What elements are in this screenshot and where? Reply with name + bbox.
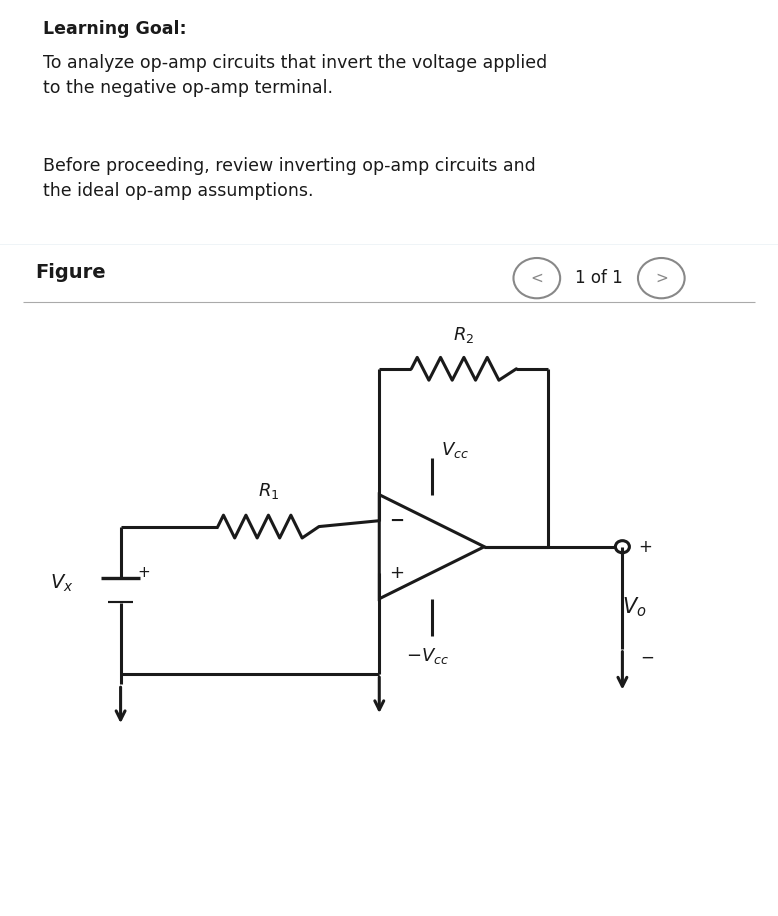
Text: To analyze op-amp circuits that invert the voltage applied
to the negative op-am: To analyze op-amp circuits that invert t… <box>43 54 547 97</box>
Text: >: > <box>655 270 668 286</box>
Text: $V_o$: $V_o$ <box>622 595 647 619</box>
Text: $-V_{cc}$: $-V_{cc}$ <box>406 646 450 666</box>
Text: −: − <box>640 649 654 667</box>
Text: −: − <box>389 512 404 529</box>
Text: +: + <box>389 563 404 582</box>
Text: <: < <box>531 270 543 286</box>
Text: +: + <box>638 538 652 556</box>
Text: Before proceeding, review inverting op-amp circuits and
the ideal op-amp assumpt: Before proceeding, review inverting op-a… <box>43 157 535 200</box>
Text: $V_x$: $V_x$ <box>51 573 74 594</box>
Text: +: + <box>138 565 150 581</box>
Text: $R_1$: $R_1$ <box>258 481 279 501</box>
Text: $V_{cc}$: $V_{cc}$ <box>441 440 469 460</box>
Text: Figure: Figure <box>35 264 106 282</box>
Text: Learning Goal:: Learning Goal: <box>43 19 187 38</box>
Text: 1 of 1: 1 of 1 <box>575 269 623 287</box>
Text: $R_2$: $R_2$ <box>454 325 475 345</box>
